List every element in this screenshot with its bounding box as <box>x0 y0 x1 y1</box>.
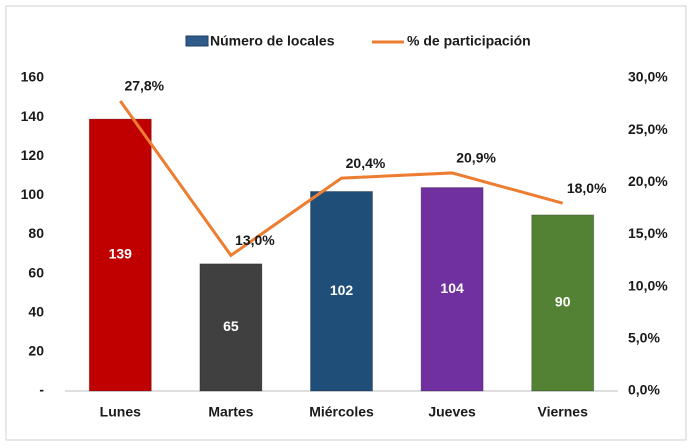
bar <box>310 190 373 392</box>
legend-label: % de participación <box>407 33 531 49</box>
x-tick-label: Viernes <box>538 404 589 420</box>
x-tick-label: Lunes <box>100 404 141 420</box>
y2-tick-label: 20,0% <box>628 173 668 189</box>
bar-value-label: 65 <box>223 318 239 334</box>
x-tick-label: Martes <box>208 404 253 420</box>
bar <box>199 263 263 392</box>
y-tick-label: 140 <box>21 108 45 124</box>
x-tick-label: Jueves <box>428 404 476 420</box>
line-value-label: 27,8% <box>124 78 164 94</box>
y-tick-label: 20 <box>28 343 44 359</box>
bar <box>88 118 152 392</box>
y-tick-label: - <box>39 382 44 398</box>
bar <box>531 214 595 392</box>
line-value-label: 18,0% <box>567 180 607 196</box>
y2-tick-label: 25,0% <box>628 121 668 137</box>
y2-tick-label: 15,0% <box>628 225 668 241</box>
y-tick-label: 100 <box>21 186 45 202</box>
bar-value-label: 90 <box>555 294 571 310</box>
bar-value-label: 104 <box>440 280 464 296</box>
y2-tick-label: 10,0% <box>628 277 668 293</box>
y-tick-label: 80 <box>28 225 44 241</box>
y-tick-label: 120 <box>21 147 45 163</box>
line-value-label: 13,0% <box>235 232 275 248</box>
y2-tick-label: 0,0% <box>628 382 660 398</box>
line-value-label: 20,9% <box>456 150 496 166</box>
line <box>119 100 564 258</box>
legend-label: Número de locales <box>210 33 335 49</box>
y2-tick-label: 30,0% <box>628 69 668 85</box>
y-tick-label: 160 <box>21 69 45 85</box>
y2-tick-label: 5,0% <box>628 330 660 346</box>
bar-value-label: 139 <box>109 246 133 262</box>
legend-swatch <box>185 35 209 47</box>
y-tick-label: 60 <box>28 264 44 280</box>
bar <box>420 187 484 392</box>
x-tick-label: Miércoles <box>309 404 374 420</box>
line-value-label: 20,4% <box>346 155 386 171</box>
y-tick-label: 40 <box>28 303 44 319</box>
bar-value-label: 102 <box>330 282 354 298</box>
